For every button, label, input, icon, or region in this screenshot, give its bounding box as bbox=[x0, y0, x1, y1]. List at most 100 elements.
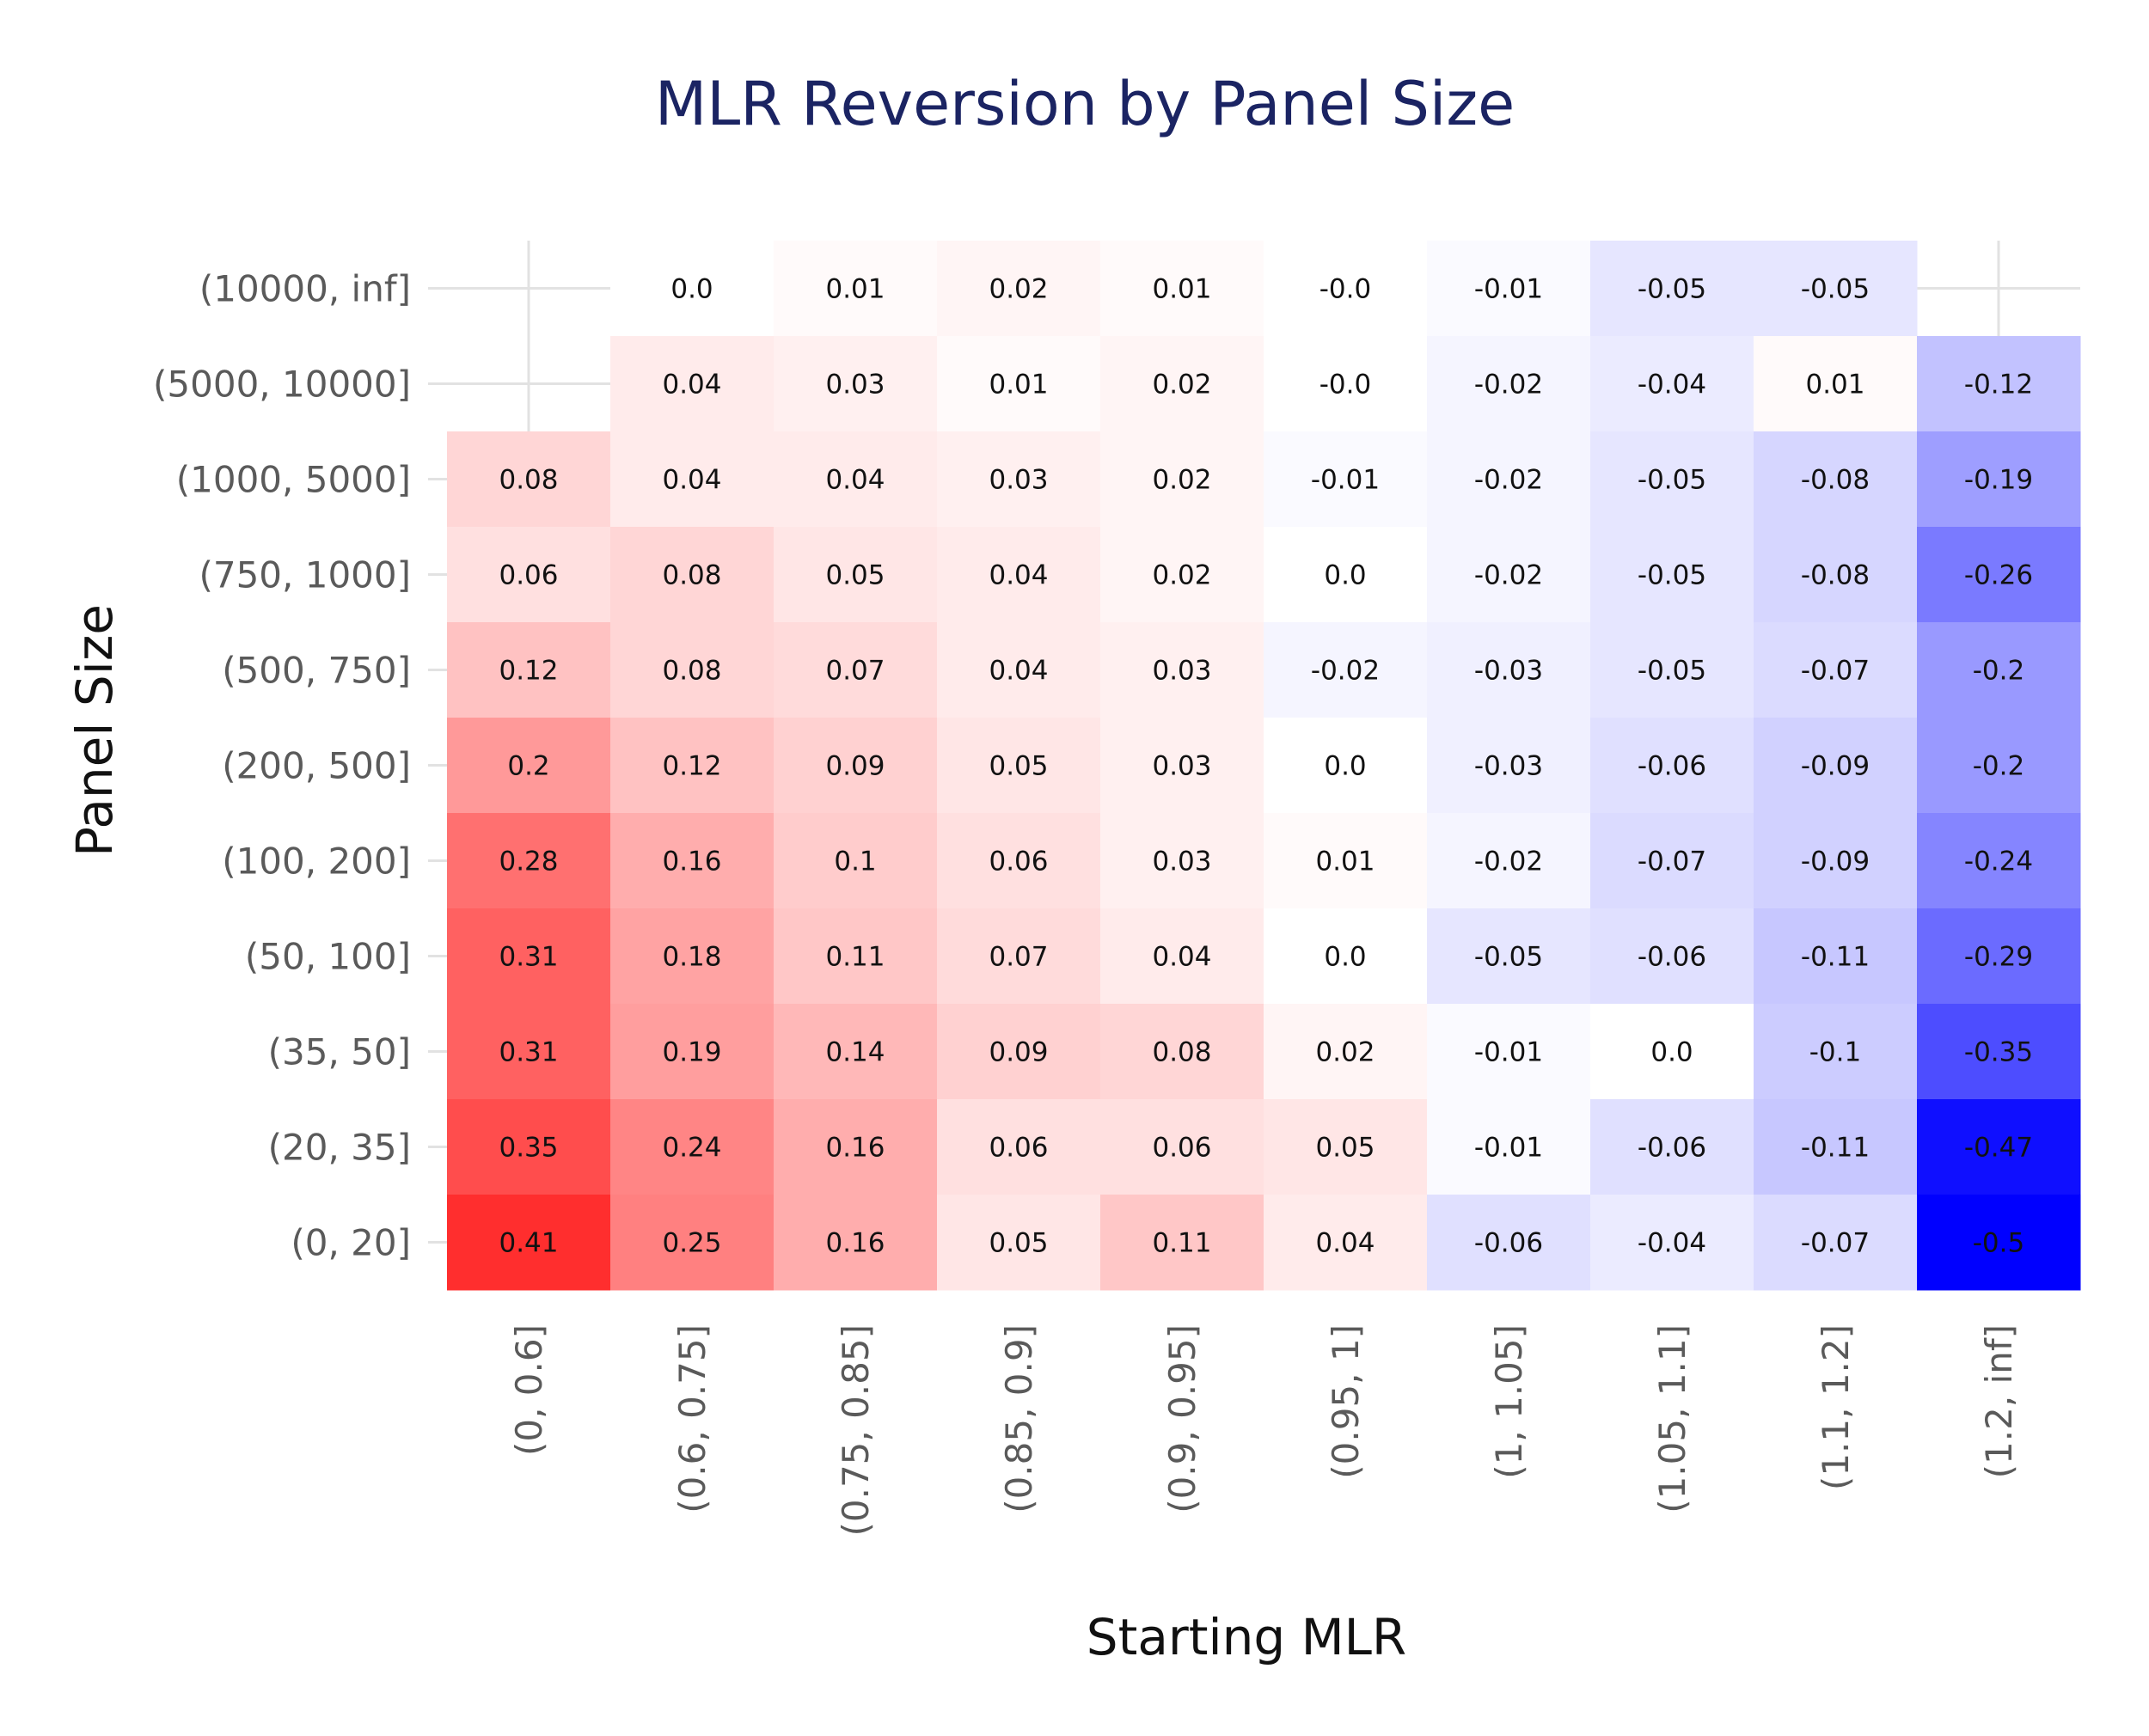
cell-value-label: 0.07 bbox=[989, 942, 1048, 973]
heatmap-cell bbox=[1427, 1099, 1591, 1195]
cell-value-label: -0.09 bbox=[1801, 751, 1870, 782]
heatmap-cell bbox=[1427, 1195, 1591, 1291]
cell-value-label: -0.09 bbox=[1801, 847, 1870, 877]
cell-value-label: -0.11 bbox=[1801, 942, 1870, 973]
cell-value-label: -0.0 bbox=[1319, 370, 1372, 400]
heatmap-cell bbox=[774, 527, 938, 623]
heatmap-cell bbox=[1264, 527, 1428, 623]
y-tick-label: (100, 200] bbox=[222, 840, 411, 883]
heatmap-cell bbox=[1590, 1004, 1754, 1100]
heatmap-cell bbox=[1917, 1004, 2081, 1100]
heatmap-cell bbox=[1100, 527, 1264, 623]
y-tick-label: (750, 1000] bbox=[199, 554, 411, 596]
cell-value-label: 0.25 bbox=[662, 1228, 721, 1259]
cell-value-label: 0.03 bbox=[1152, 847, 1211, 877]
heatmap-cell bbox=[1427, 622, 1591, 718]
y-tick-label: (35, 50] bbox=[268, 1031, 411, 1073]
heatmap-cell bbox=[774, 1099, 938, 1195]
heatmap-cell bbox=[774, 1004, 938, 1100]
heatmap-cell bbox=[1264, 1195, 1428, 1291]
cell-value-label: -0.07 bbox=[1801, 656, 1870, 687]
y-axis-tick-labels: (10000, inf] (5000, 10000] (1000, 5000] (75… bbox=[153, 268, 411, 1264]
heatmap-cell bbox=[1427, 813, 1591, 909]
heatmap-cell bbox=[774, 908, 938, 1005]
cell-value-label: 0.04 bbox=[662, 370, 721, 400]
cell-value-label: -0.12 bbox=[1964, 370, 2033, 400]
heatmap-cell bbox=[774, 336, 938, 432]
cell-value-label: -0.5 bbox=[1973, 1228, 2025, 1259]
cell-value-label: 0.0 bbox=[1324, 942, 1366, 973]
heatmap-cell bbox=[937, 1195, 1101, 1291]
cell-value-label: -0.03 bbox=[1474, 656, 1543, 687]
cell-value-label: 0.09 bbox=[989, 1037, 1048, 1068]
cell-value-label: 0.01 bbox=[1152, 274, 1211, 305]
cell-value-label: 0.02 bbox=[1152, 560, 1211, 591]
heatmap-cell bbox=[937, 1099, 1101, 1195]
heatmap-cell bbox=[1264, 718, 1428, 814]
cell-value-label: -0.01 bbox=[1474, 1037, 1543, 1068]
cell-value-label: 0.04 bbox=[1315, 1228, 1375, 1259]
heatmap-cell bbox=[447, 622, 611, 718]
heatmap-cell bbox=[447, 718, 611, 814]
cell-value-label: 0.09 bbox=[825, 751, 885, 782]
heatmap-cell bbox=[1100, 241, 1264, 337]
cell-value-label: 0.08 bbox=[1152, 1037, 1211, 1068]
heatmap-cell bbox=[1590, 241, 1754, 337]
cell-value-label: -0.07 bbox=[1801, 1228, 1870, 1259]
x-tick-label: (1.2, inf] bbox=[1978, 1324, 2020, 1478]
cell-value-label: 0.06 bbox=[989, 847, 1048, 877]
heatmap-cell bbox=[1754, 813, 1918, 909]
x-tick-label: (1, 1.05] bbox=[1488, 1324, 1530, 1479]
heatmap-cell bbox=[610, 1195, 774, 1291]
cell-value-label: 0.07 bbox=[825, 656, 885, 687]
x-axis-title: Starting MLR bbox=[1087, 1608, 1406, 1666]
y-tick-label: (50, 100] bbox=[245, 936, 411, 978]
cell-value-label: 0.04 bbox=[662, 465, 721, 496]
cell-value-label: 0.04 bbox=[825, 465, 885, 496]
cell-value-label: -0.0 bbox=[1319, 274, 1372, 305]
heatmap-cell bbox=[1264, 336, 1428, 432]
cell-value-label: 0.03 bbox=[825, 370, 885, 400]
heatmap-cell bbox=[1917, 431, 2081, 528]
cell-value-label: 0.06 bbox=[1152, 1133, 1211, 1164]
y-axis-title: Panel Size bbox=[65, 604, 124, 857]
heatmap-cell bbox=[1264, 431, 1428, 528]
heatmap-cell bbox=[1100, 431, 1264, 528]
heatmap-cell bbox=[937, 527, 1101, 623]
x-tick-label: (0.85, 0.9] bbox=[998, 1324, 1040, 1513]
heatmap-cell bbox=[1917, 527, 2081, 623]
heatmap-cell bbox=[1590, 718, 1754, 814]
cell-value-label: 0.04 bbox=[989, 560, 1048, 591]
heatmap-cell bbox=[1917, 718, 2081, 814]
heatmap-cell bbox=[1590, 1099, 1754, 1195]
heatmap-cell bbox=[447, 1195, 611, 1291]
heatmap-cell bbox=[447, 1099, 611, 1195]
heatmap-cell bbox=[610, 1004, 774, 1100]
cell-value-label: 0.01 bbox=[1805, 370, 1864, 400]
heatmap-cell bbox=[937, 1004, 1101, 1100]
heatmap-cell bbox=[610, 431, 774, 528]
cell-value-label: 0.35 bbox=[499, 1133, 558, 1164]
cell-value-label: -0.08 bbox=[1801, 465, 1870, 496]
heatmap-cell bbox=[1754, 241, 1918, 337]
cell-value-label: 0.11 bbox=[1152, 1228, 1211, 1259]
heatmap-cell bbox=[1100, 622, 1264, 718]
heatmap-cell bbox=[774, 718, 938, 814]
cell-value-label: -0.02 bbox=[1474, 847, 1543, 877]
heatmap-cell bbox=[774, 1195, 938, 1291]
cell-value-label: -0.29 bbox=[1964, 942, 2033, 973]
heatmap-cell bbox=[1754, 622, 1918, 718]
heatmap-cell bbox=[1264, 622, 1428, 718]
cell-value-label: -0.05 bbox=[1638, 656, 1706, 687]
x-axis-tick-labels: (0, 0.6] (0.6, 0.75] (0.75, 0.85] (0.85, 0.… bbox=[508, 1324, 2020, 1537]
heatmap-cell bbox=[1100, 336, 1264, 432]
heatmap-cells bbox=[447, 241, 2081, 1291]
heatmap-cell bbox=[610, 908, 774, 1005]
cell-value-label: 0.06 bbox=[989, 1133, 1048, 1164]
heatmap-cell bbox=[1264, 1004, 1428, 1100]
heatmap-cell bbox=[1754, 527, 1918, 623]
heatmap-cell bbox=[1754, 1004, 1918, 1100]
cell-value-label: -0.2 bbox=[1973, 656, 2025, 687]
heatmap-cell bbox=[1264, 241, 1428, 337]
cell-value-label: -0.04 bbox=[1638, 370, 1706, 400]
